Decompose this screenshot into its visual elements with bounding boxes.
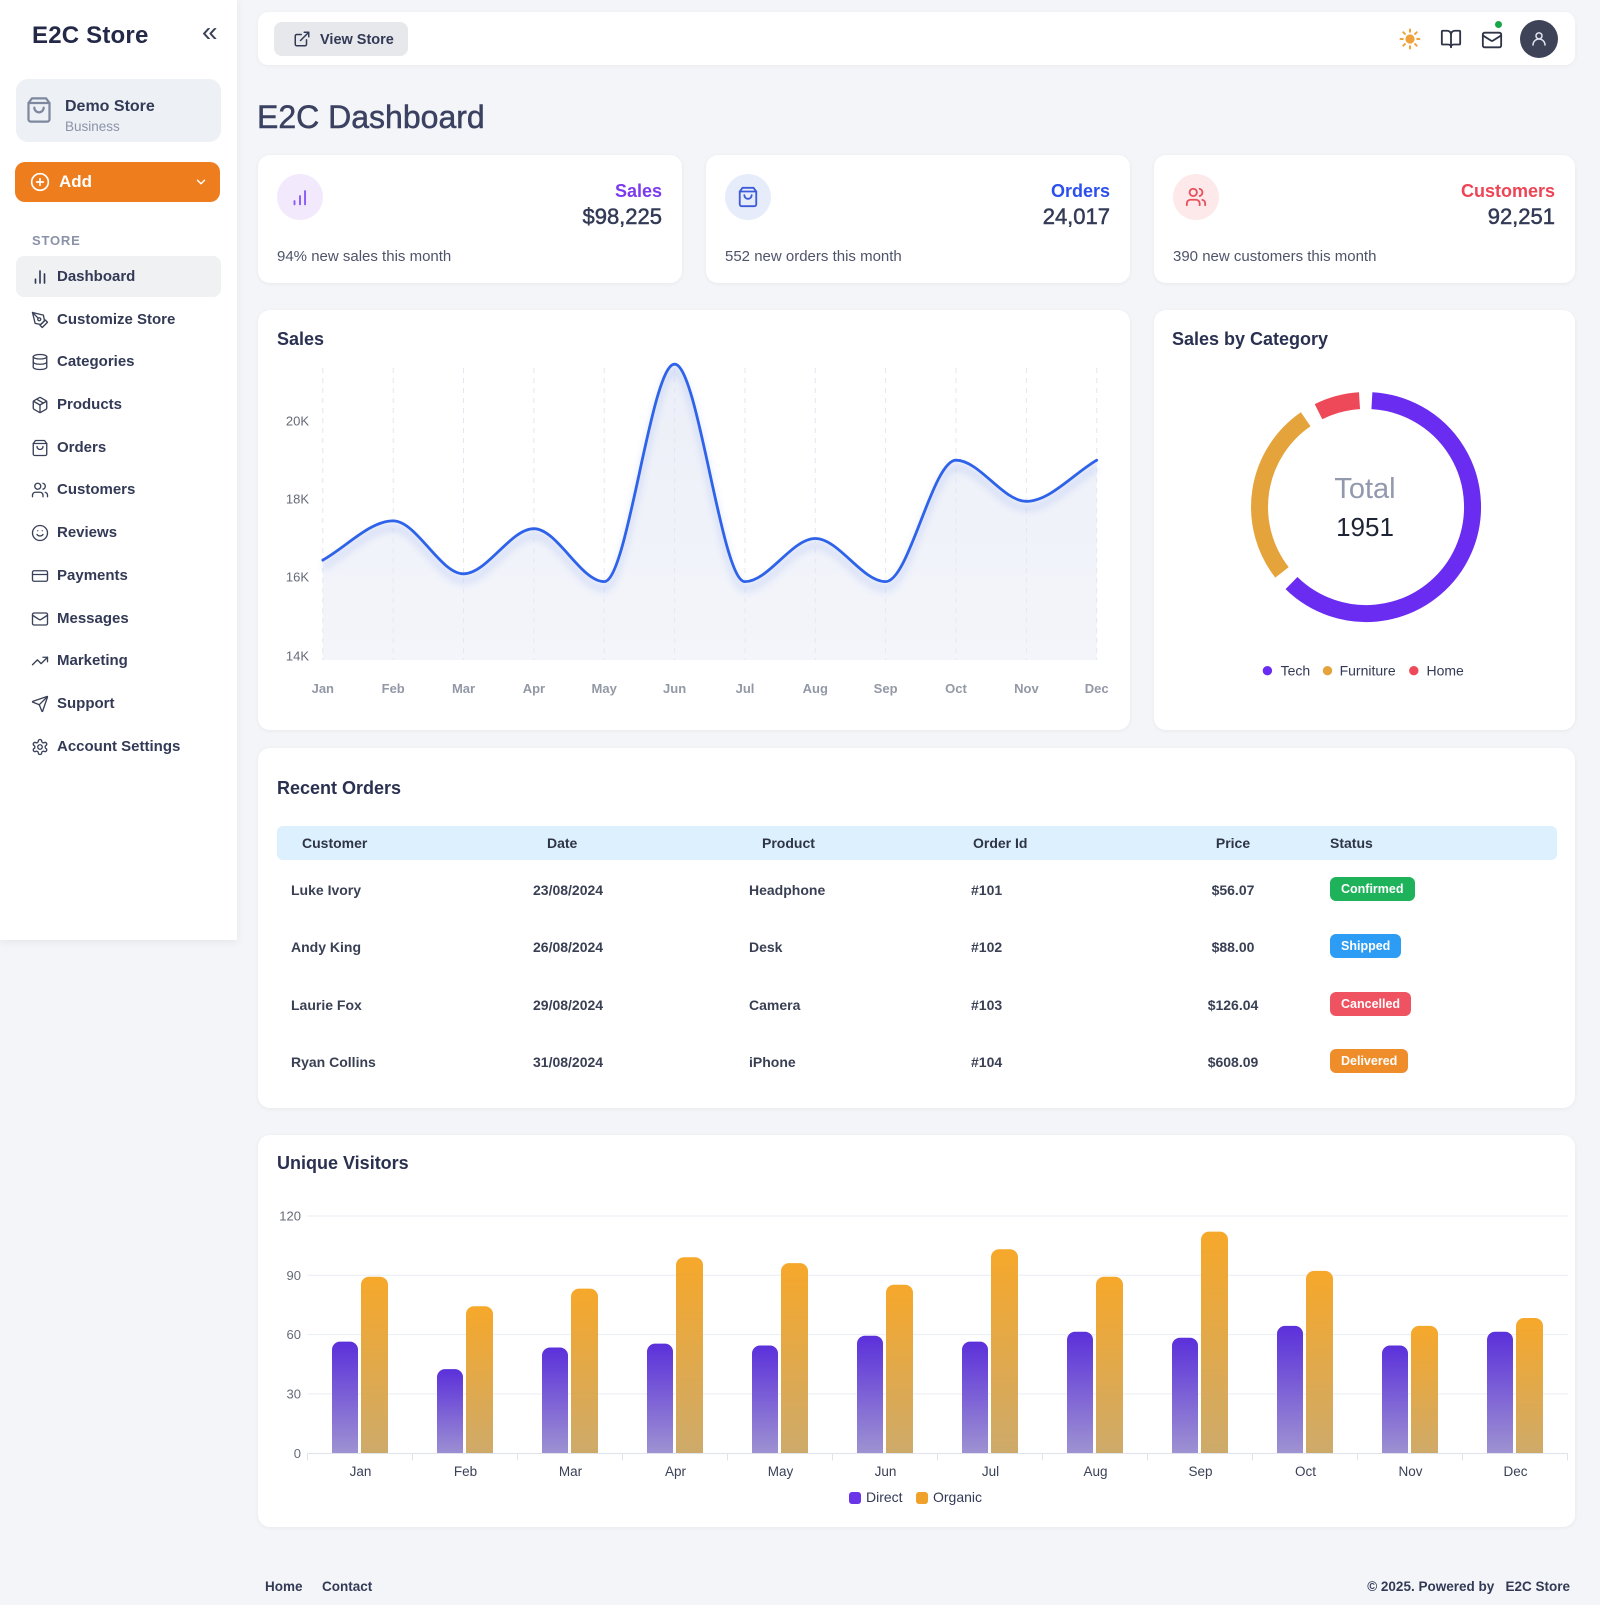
svg-text:60: 60 xyxy=(287,1327,301,1342)
svg-text:Sep: Sep xyxy=(874,681,898,696)
svg-text:Jun: Jun xyxy=(663,681,686,696)
svg-text:20K: 20K xyxy=(286,414,309,429)
svg-text:Direct: Direct xyxy=(866,1489,903,1505)
svg-text:120: 120 xyxy=(279,1209,301,1224)
svg-text:Jan: Jan xyxy=(350,1464,372,1479)
svg-text:Furniture: Furniture xyxy=(1340,663,1396,679)
svg-text:May: May xyxy=(768,1464,794,1479)
svg-text:1951: 1951 xyxy=(1336,512,1394,542)
svg-text:Feb: Feb xyxy=(454,1464,477,1479)
svg-text:Dec: Dec xyxy=(1085,681,1109,696)
svg-text:18K: 18K xyxy=(286,492,309,507)
svg-text:Aug: Aug xyxy=(803,681,828,696)
svg-text:Mar: Mar xyxy=(559,1464,583,1479)
svg-text:0: 0 xyxy=(294,1446,301,1461)
svg-text:Jun: Jun xyxy=(875,1464,897,1479)
svg-text:Organic: Organic xyxy=(933,1489,982,1505)
svg-text:Apr: Apr xyxy=(523,681,545,696)
svg-text:Tech: Tech xyxy=(1281,663,1311,679)
svg-text:14K: 14K xyxy=(286,649,309,664)
svg-text:Jan: Jan xyxy=(312,681,334,696)
svg-text:16K: 16K xyxy=(286,570,309,585)
svg-text:30: 30 xyxy=(287,1386,301,1401)
svg-text:Oct: Oct xyxy=(1295,1464,1316,1479)
svg-text:Home: Home xyxy=(1427,663,1465,679)
svg-text:90: 90 xyxy=(287,1268,301,1283)
svg-text:Apr: Apr xyxy=(665,1464,687,1479)
svg-text:Jul: Jul xyxy=(736,681,755,696)
svg-text:Feb: Feb xyxy=(382,681,405,696)
svg-text:May: May xyxy=(592,681,618,696)
svg-text:Oct: Oct xyxy=(945,681,967,696)
svg-text:Jul: Jul xyxy=(982,1464,999,1479)
svg-text:Nov: Nov xyxy=(1014,681,1039,696)
svg-text:Dec: Dec xyxy=(1503,1464,1527,1479)
svg-text:Mar: Mar xyxy=(452,681,475,696)
svg-text:Aug: Aug xyxy=(1083,1464,1107,1479)
svg-text:Nov: Nov xyxy=(1398,1464,1422,1479)
svg-text:Total: Total xyxy=(1334,473,1395,505)
svg-text:Sep: Sep xyxy=(1188,1464,1212,1479)
